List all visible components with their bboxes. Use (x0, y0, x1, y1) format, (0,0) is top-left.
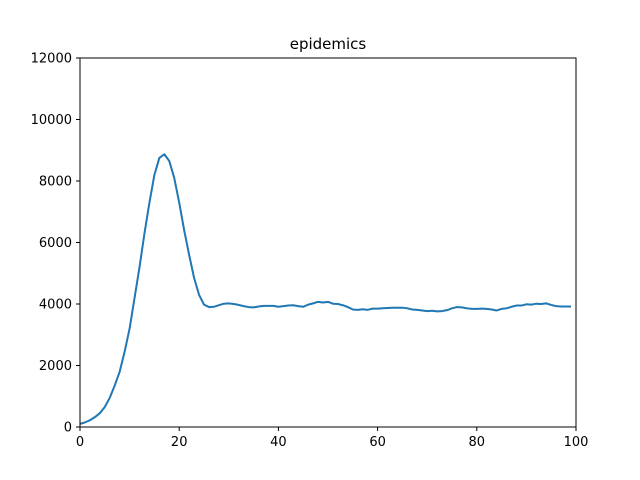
chart-title: epidemics (290, 35, 367, 53)
y-tick-label: 6000 (39, 236, 72, 251)
x-tick-label: 20 (171, 435, 188, 450)
y-tick-label: 2000 (39, 359, 72, 374)
line (79, 153, 572, 425)
y-tick-label: 10000 (31, 113, 72, 128)
y-tick-label: 4000 (39, 298, 72, 313)
y-tick-label: 12000 (31, 52, 72, 67)
y-tick-label: 0 (64, 421, 72, 436)
y-tick-label: 8000 (39, 175, 72, 190)
x-tick-label: 40 (270, 435, 287, 450)
x-tick-label: 100 (564, 435, 589, 450)
plot-frame (79, 57, 577, 428)
x-tick-label: 60 (369, 435, 386, 450)
x-tick-label: 0 (76, 435, 84, 450)
x-tick-label: 80 (469, 435, 486, 450)
